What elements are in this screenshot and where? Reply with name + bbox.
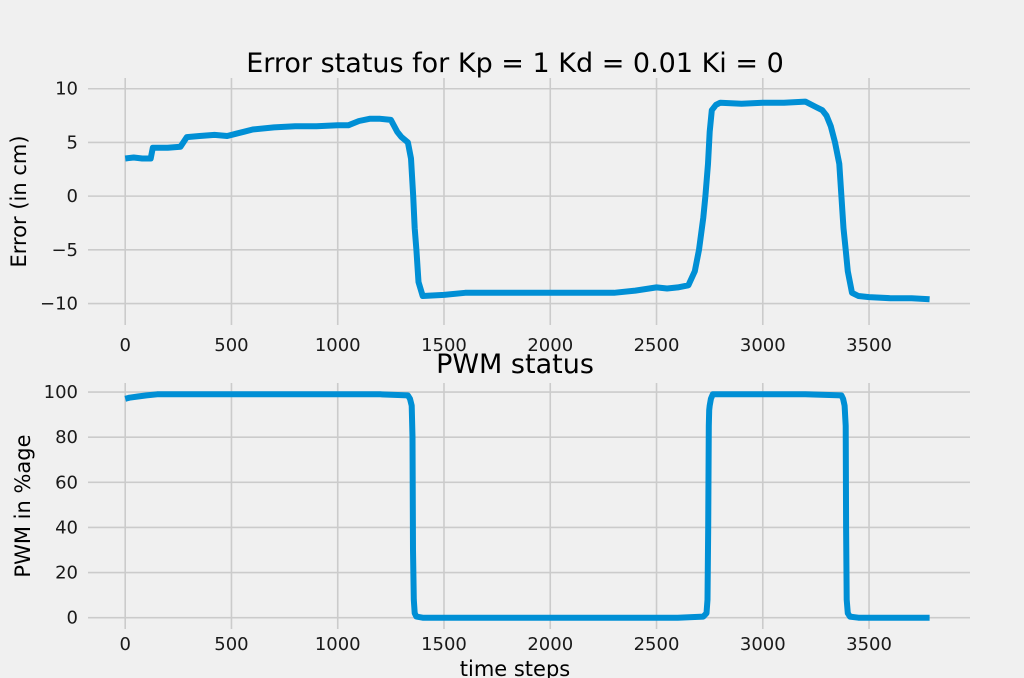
x-tick-label: 2000 xyxy=(527,634,573,655)
x-tick-label: 2500 xyxy=(634,335,680,356)
y-tick-label: −10 xyxy=(40,294,78,315)
pwm-status-plot: 0 500 1000 1500 2000 2500 3000 3500 100 80 60 40 20 0… xyxy=(11,349,970,678)
x-tick-label: 0 xyxy=(119,634,130,655)
y-axis-label: PWM in %age xyxy=(11,434,35,577)
x-tick-label: 500 xyxy=(214,335,248,356)
y-tick-label: 0 xyxy=(67,608,78,629)
x-tick-label: 3000 xyxy=(740,634,786,655)
chart-title: PWM status xyxy=(436,349,594,380)
y-axis-label: Error (in cm) xyxy=(7,135,31,267)
y-tick-label: 0 xyxy=(67,186,78,207)
y-tick-label: 20 xyxy=(55,563,78,584)
y-tick-label: 40 xyxy=(55,517,78,538)
x-tick-label: 3000 xyxy=(740,335,786,356)
y-tick-label: 5 xyxy=(67,132,78,153)
x-tick-label: 1000 xyxy=(315,634,361,655)
y-tick-label: 80 xyxy=(55,427,78,448)
x-tick-label: 1500 xyxy=(421,634,467,655)
x-tick-label: 1000 xyxy=(315,335,361,356)
y-tick-label: 100 xyxy=(44,382,78,403)
x-axis-label: time steps xyxy=(460,657,571,678)
series-line xyxy=(124,98,930,303)
y-tick-label: −5 xyxy=(51,240,78,261)
series-line xyxy=(124,391,930,621)
x-tick-label: 3500 xyxy=(846,335,892,356)
x-tick-label: 500 xyxy=(214,634,248,655)
error-status-plot: 0 500 1000 1500 2000 2500 3000 3500 10 5 0 −5 −10 Err… xyxy=(7,48,970,356)
x-tick-label: 2000 xyxy=(527,335,573,356)
x-tick-label: 3500 xyxy=(846,634,892,655)
y-tick-label: 60 xyxy=(55,472,78,493)
x-tick-label: 2500 xyxy=(634,634,680,655)
chart-title: Error status for Kp = 1 Kd = 0.01 Ki = 0 xyxy=(246,48,784,79)
x-tick-label: 1500 xyxy=(421,335,467,356)
y-tick-label: 10 xyxy=(55,79,78,100)
x-tick-label: 0 xyxy=(119,335,130,356)
